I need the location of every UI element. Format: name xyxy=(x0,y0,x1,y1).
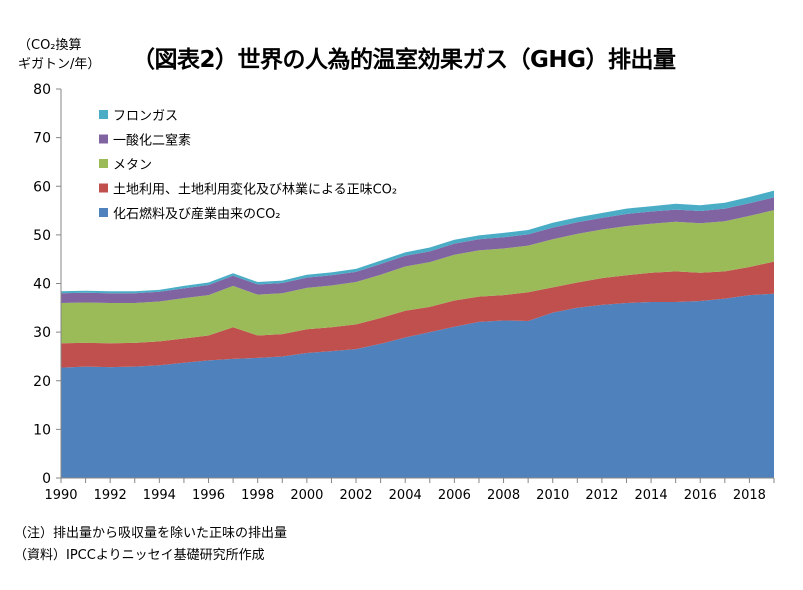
x-tick-label: 1994 xyxy=(143,488,176,503)
y-tick-label: 80 xyxy=(33,82,51,98)
x-tick-label: 1996 xyxy=(192,488,225,503)
area-4 xyxy=(61,190,774,294)
x-tick-label: 2004 xyxy=(389,488,422,503)
chart-title: （図表2）世界の人為的温室効果ガス（GHG）排出量 xyxy=(132,47,676,73)
x-tick-label: 2014 xyxy=(635,488,668,503)
footnotes: （注）排出量から吸収量を除いた正味の排出量 （資料）IPCCよりニッセイ基礎研究… xyxy=(14,523,287,567)
x-tick-label: 2018 xyxy=(733,488,766,503)
area-3 xyxy=(61,197,774,303)
y-tick-label: 40 xyxy=(33,277,51,293)
area-0 xyxy=(61,293,774,478)
y-tick-label: 0 xyxy=(42,471,51,487)
y-axis-unit: （CO₂換算 ギガトン/年） xyxy=(18,36,100,74)
unit-line-2: ギガトン/年） xyxy=(18,57,101,72)
x-tick-label: 2012 xyxy=(585,488,618,503)
legend-label: 土地利用、土地利用変化及び林業による正味CO₂ xyxy=(113,182,397,198)
x-tick-label: 1990 xyxy=(44,488,77,503)
unit-line-1: （CO₂換算 xyxy=(18,38,82,53)
y-tick-label: 70 xyxy=(33,131,51,147)
legend-label: 化石燃料及び産業由来のCO₂ xyxy=(113,206,281,222)
y-tick-label: 50 xyxy=(33,228,51,244)
legend-swatch xyxy=(99,134,108,144)
x-tick-label: 2000 xyxy=(290,488,323,503)
x-tick-label: 2008 xyxy=(487,488,520,503)
x-tick-label: 1992 xyxy=(94,488,127,503)
legend-label: フロンガス xyxy=(113,109,178,124)
y-tick-label: 20 xyxy=(33,374,51,390)
source-text: （資料）IPCCよりニッセイ基礎研究所作成 xyxy=(14,548,265,563)
y-tick-label: 10 xyxy=(33,422,51,438)
x-tick-label: 2016 xyxy=(684,488,717,503)
note-text: （注）排出量から吸収量を除いた正味の排出量 xyxy=(14,526,288,541)
legend-label: メタン xyxy=(113,158,152,173)
legend-swatch xyxy=(99,110,108,119)
y-tick-label: 60 xyxy=(33,179,51,195)
x-tick-label: 2010 xyxy=(536,488,569,503)
x-tick-label: 2002 xyxy=(339,488,372,503)
y-tick-label: 30 xyxy=(33,325,51,341)
x-tick-label: 1998 xyxy=(241,488,274,503)
area-1 xyxy=(61,261,774,368)
area-2 xyxy=(61,210,774,344)
area-layers xyxy=(61,190,774,478)
legend-swatch xyxy=(99,183,108,193)
x-tick-label: 2006 xyxy=(438,488,471,503)
legend-swatch xyxy=(99,208,108,217)
legend-label: 一酸化二窒素 xyxy=(113,133,191,149)
axes: 0 10 20 30 40 50 60 70 80 1990 1992 1994 1996 1998 200… xyxy=(33,82,775,503)
legend-swatch xyxy=(99,159,108,168)
